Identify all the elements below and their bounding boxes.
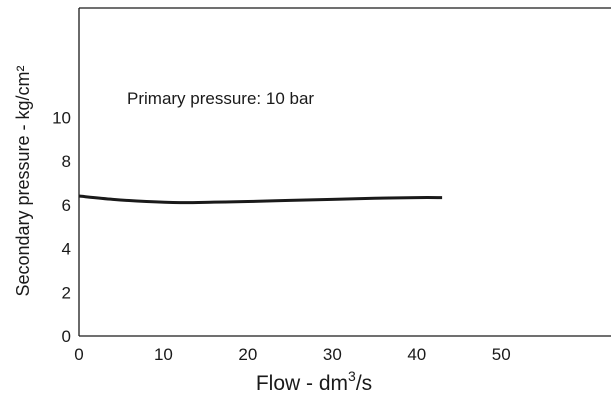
x-tick-label: 40 (407, 345, 426, 364)
y-tick-label: 8 (62, 152, 71, 171)
series-layer (78, 194, 443, 205)
y-axis-ticks: 0 2 4 6 8 10 (52, 108, 71, 346)
y-axis-title: Secondary pressure - kg/cm² (13, 65, 33, 296)
x-axis-title-superscript: 3 (348, 368, 356, 384)
y-tick-label: 0 (62, 327, 71, 346)
x-tick-label: 0 (74, 345, 83, 364)
y-tick-label: 2 (62, 283, 71, 302)
series-line-secondary-pressure (78, 194, 443, 205)
plot-frame (78, 7, 611, 337)
x-axis-ticks: 0 10 20 30 40 50 (74, 345, 510, 364)
x-axis-title-main: Flow - dm (256, 372, 348, 395)
annotation-primary-pressure: Primary pressure: 10 bar (127, 89, 314, 108)
y-tick-label: 4 (62, 240, 71, 259)
x-tick-label: 30 (323, 345, 342, 364)
x-tick-label: 20 (238, 345, 257, 364)
x-axis-title: Flow - dm3/s (256, 368, 372, 395)
x-tick-label: 50 (492, 345, 511, 364)
y-tick-label: 6 (62, 196, 71, 215)
x-tick-label: 10 (154, 345, 173, 364)
x-axis-title-suffix: /s (356, 372, 372, 395)
y-tick-label: 10 (52, 108, 71, 127)
